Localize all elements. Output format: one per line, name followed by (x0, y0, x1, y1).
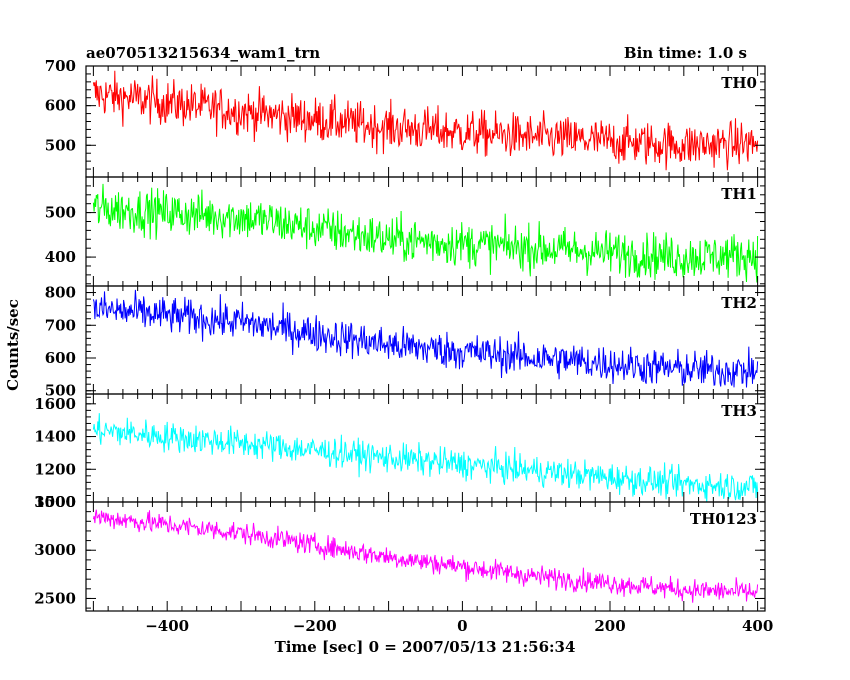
x-axis-label: Time [sec] 0 = 2007/05/13 21:56:34 (274, 638, 576, 656)
panel-frame-th1 (85, 176, 766, 287)
bin-time-label: Bin time: 1.0 s (623, 44, 747, 62)
panel-label-th2: TH2 (721, 294, 757, 312)
panel-label-th0123: TH0123 (690, 510, 757, 528)
series-line-th2 (92, 289, 759, 388)
series-line-th0123 (92, 509, 759, 603)
y-tick-label-th0: 500 (45, 136, 76, 154)
y-tick-label-th0: 700 (45, 57, 76, 75)
panel-label-th3: TH3 (721, 402, 757, 420)
panel-label-th0: TH0 (721, 74, 757, 92)
y-tick-label-th1: 400 (45, 248, 76, 266)
chart-title: ae070513215634_wam1_trn (86, 44, 321, 62)
x-tick-label: 0 (457, 617, 467, 635)
y-tick-label-th0123: 3000 (34, 541, 76, 559)
series-line-th0 (92, 70, 759, 171)
x-tick-label: 200 (594, 617, 625, 635)
panel-frame-th0123 (85, 501, 766, 612)
y-tick-label-th3: 1200 (34, 460, 76, 478)
y-tick-label-th2: 700 (45, 316, 76, 334)
series-line-th3 (92, 413, 759, 502)
y-tick-label-th3: 1400 (34, 428, 76, 446)
y-tick-label-th1: 500 (45, 204, 76, 222)
x-tick-label: −400 (145, 617, 189, 635)
series-line-th1 (92, 183, 759, 283)
y-tick-label-th2: 800 (45, 284, 76, 302)
y-tick-label-th0123: 2500 (34, 589, 76, 607)
x-tick-label: −200 (293, 617, 337, 635)
panel-label-th1: TH1 (721, 185, 757, 203)
y-tick-label-th3: 1000 (34, 493, 76, 511)
y-tick-label-th2: 500 (45, 382, 76, 400)
y-axis-label: Counts/sec (4, 299, 22, 391)
y-tick-label-th2: 600 (45, 349, 76, 367)
panel-frame-th2 (85, 285, 766, 395)
y-tick-label-th0: 600 (45, 97, 76, 115)
x-tick-label: 400 (742, 617, 773, 635)
y-tick-label-th3: 1600 (34, 395, 76, 413)
y-tick-label-th0123: 3500 (34, 493, 76, 511)
